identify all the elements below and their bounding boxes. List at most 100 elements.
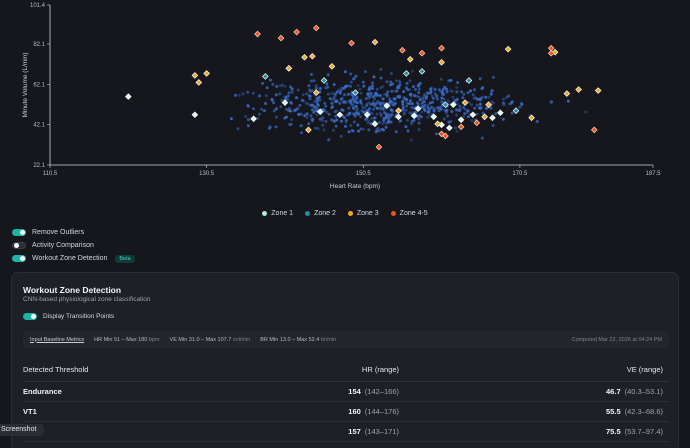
- density-point: [289, 101, 293, 105]
- zone3-marker[interactable]: [371, 38, 379, 46]
- density-point: [356, 107, 359, 111]
- zone3-marker[interactable]: [575, 86, 582, 93]
- zone3-marker[interactable]: [309, 52, 316, 60]
- zone45-marker[interactable]: [254, 30, 261, 38]
- zone2-marker[interactable]: [465, 77, 473, 84]
- density-point: [389, 72, 393, 75]
- zone2-marker[interactable]: [442, 101, 449, 108]
- density-point: [404, 86, 408, 90]
- density-point: [338, 101, 342, 105]
- zone1-marker[interactable]: [450, 101, 457, 108]
- zone3-marker[interactable]: [301, 53, 308, 61]
- density-point: [359, 127, 363, 131]
- zone2-marker[interactable]: [262, 73, 269, 80]
- legend-item-zone45[interactable]: Zone 4-5: [390, 210, 428, 217]
- density-point: [460, 90, 464, 94]
- toggle-switch[interactable]: [23, 313, 37, 320]
- toggle-switch[interactable]: [12, 255, 26, 262]
- zone45-marker[interactable]: [473, 119, 481, 127]
- zone3-marker[interactable]: [328, 63, 336, 70]
- zone45-marker[interactable]: [590, 126, 598, 134]
- zone1-marker[interactable]: [496, 109, 504, 117]
- zone45-marker[interactable]: [547, 44, 555, 52]
- zone3-marker[interactable]: [195, 79, 203, 86]
- zone3-marker[interactable]: [305, 126, 312, 134]
- remove-outliers-toggle[interactable]: Remove Outliers: [12, 226, 135, 239]
- screenshot-badge[interactable]: Screenshot: [0, 424, 44, 436]
- zone45-marker[interactable]: [348, 39, 355, 47]
- density-point: [318, 98, 322, 102]
- zone3-marker[interactable]: [594, 87, 602, 94]
- zone45-marker[interactable]: [457, 123, 465, 131]
- table-row: Endurance 154 (142–166) 46.7 (40.3–53.1): [23, 381, 669, 402]
- legend-item-zone3[interactable]: Zone 3: [347, 210, 379, 217]
- zone3-marker[interactable]: [481, 113, 488, 121]
- zone1-marker[interactable]: [395, 113, 402, 121]
- density-point: [406, 88, 410, 92]
- zone1-marker[interactable]: [446, 124, 453, 132]
- zone1-marker[interactable]: [363, 111, 371, 119]
- density-point: [410, 122, 414, 126]
- zone45-marker[interactable]: [293, 28, 300, 36]
- zone1-marker[interactable]: [250, 115, 257, 123]
- density-point: [429, 87, 433, 91]
- zone45-marker[interactable]: [438, 44, 445, 52]
- zone3-marker[interactable]: [203, 70, 210, 77]
- zone1-marker[interactable]: [414, 105, 422, 113]
- density-point: [353, 114, 357, 118]
- zone3-marker[interactable]: [461, 99, 469, 106]
- workout-zone-detection-toggle[interactable]: Workout Zone Detection Beta: [12, 252, 135, 265]
- zone3-marker[interactable]: [528, 114, 535, 122]
- zone1-marker[interactable]: [281, 99, 289, 106]
- density-point: [325, 82, 329, 86]
- y-tick-label: 101.4: [30, 3, 46, 9]
- zone45-marker[interactable]: [442, 132, 449, 140]
- zone45-marker[interactable]: [312, 24, 320, 32]
- zone3-marker[interactable]: [504, 45, 512, 53]
- zone2-marker[interactable]: [403, 70, 410, 77]
- zone1-marker[interactable]: [383, 102, 391, 109]
- density-point: [349, 124, 353, 127]
- density-point: [463, 112, 467, 116]
- zone1-marker[interactable]: [430, 113, 438, 121]
- zone45-marker[interactable]: [418, 49, 426, 57]
- zone2-marker[interactable]: [418, 68, 426, 75]
- zone3-marker[interactable]: [395, 107, 402, 115]
- input-baseline-link[interactable]: Input Baseline Metrics: [30, 336, 85, 343]
- zone3-marker[interactable]: [563, 90, 571, 97]
- zone3-marker[interactable]: [406, 55, 414, 63]
- zone2-marker[interactable]: [352, 89, 359, 96]
- density-point: [440, 100, 443, 104]
- density-point: [444, 87, 448, 91]
- density-point: [480, 87, 484, 91]
- zone45-marker[interactable]: [399, 46, 406, 54]
- zone45-marker[interactable]: [277, 34, 285, 42]
- zone1-marker[interactable]: [410, 112, 418, 120]
- toggle-switch[interactable]: [12, 229, 26, 236]
- transition-points-toggle[interactable]: Display Transition Points: [23, 313, 114, 320]
- zone1-marker[interactable]: [469, 111, 477, 119]
- legend-item-zone2[interactable]: Zone 2: [305, 210, 336, 217]
- density-point: [367, 119, 371, 123]
- zone45-marker[interactable]: [438, 130, 445, 138]
- zone2-marker[interactable]: [320, 77, 328, 84]
- zone3-marker[interactable]: [285, 65, 293, 72]
- zone1-marker[interactable]: [371, 120, 379, 128]
- toggle-switch[interactable]: [12, 242, 26, 249]
- zone1-marker[interactable]: [336, 111, 344, 119]
- zone1-marker[interactable]: [125, 93, 132, 100]
- zone45-marker[interactable]: [547, 49, 555, 57]
- legend-item-zone1[interactable]: Zone 1: [262, 210, 293, 217]
- zone3-marker[interactable]: [438, 59, 445, 66]
- zone3-marker[interactable]: [434, 120, 441, 128]
- zone1-marker[interactable]: [191, 111, 199, 119]
- zone1-marker[interactable]: [316, 108, 324, 116]
- zone3-marker[interactable]: [191, 72, 199, 79]
- activity-comparison-toggle[interactable]: Activity Comparison: [12, 239, 135, 252]
- zone3-marker[interactable]: [485, 101, 492, 108]
- zone1-marker[interactable]: [489, 114, 496, 122]
- zone3-marker[interactable]: [312, 89, 320, 96]
- zone2-marker[interactable]: [512, 107, 520, 115]
- zone45-marker[interactable]: [375, 143, 383, 151]
- zone1-marker[interactable]: [457, 116, 465, 124]
